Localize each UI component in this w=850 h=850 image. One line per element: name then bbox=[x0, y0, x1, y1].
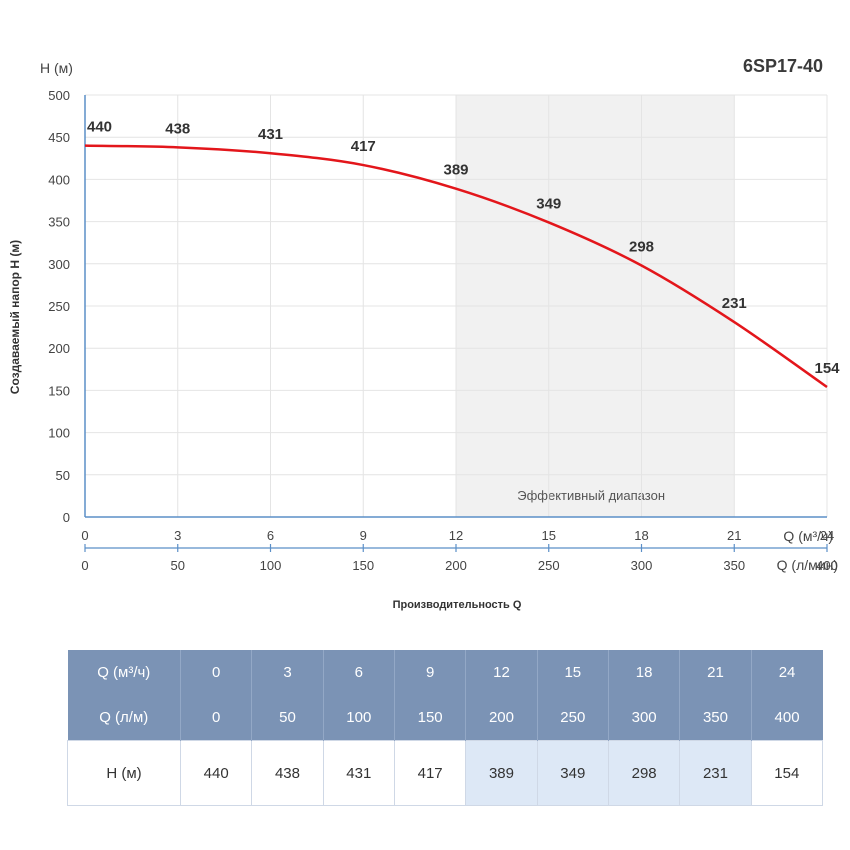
table-cell: 300 bbox=[608, 695, 681, 741]
data-label: 438 bbox=[165, 120, 190, 137]
y-tick-label: 0 bbox=[63, 510, 70, 525]
y-tick-label: 450 bbox=[48, 130, 70, 145]
table-cell: 15 bbox=[537, 650, 609, 695]
x-tick-label-secondary: 150 bbox=[352, 558, 374, 573]
table-cell: 431 bbox=[322, 740, 395, 806]
data-label: 417 bbox=[351, 138, 376, 155]
x-tick-label-secondary: 350 bbox=[723, 558, 745, 573]
y-tick-label: 350 bbox=[48, 215, 70, 230]
table-cell: 438 bbox=[251, 740, 324, 806]
y-tick-label: 150 bbox=[48, 383, 70, 398]
table-cell: 231 bbox=[679, 740, 752, 806]
table-row: Q (л/м) 0 50 100 150 200 250 300 350 400 bbox=[67, 695, 823, 741]
y-tick-label: 300 bbox=[48, 257, 70, 272]
table-cell: 349 bbox=[536, 740, 609, 806]
x-tick-label-primary: 12 bbox=[449, 528, 463, 543]
y-tick-label: 250 bbox=[48, 299, 70, 314]
chart-title: 6SP17-40 bbox=[743, 56, 823, 76]
table-row: H (м) 440 438 431 417 389 349 298 231 154 bbox=[67, 740, 824, 806]
table-cell: 154 bbox=[750, 740, 824, 806]
x-axis-unit-primary: Q (м³/ч) bbox=[783, 528, 833, 544]
table-cell: 350 bbox=[679, 695, 752, 741]
efficient-range-label: Эффективный диапазон bbox=[517, 488, 665, 503]
x-tick-label-secondary: 200 bbox=[445, 558, 467, 573]
table-cell: 150 bbox=[394, 695, 467, 741]
x-tick-label-primary: 6 bbox=[267, 528, 274, 543]
data-label: 349 bbox=[536, 195, 561, 212]
pump-curve-chart: Эффективный диапазон 0501001502002503003… bbox=[8, 56, 840, 611]
table-cell: 6 bbox=[323, 650, 395, 695]
table-cell: 389 bbox=[465, 740, 538, 806]
table-row-label: Q (л/м) bbox=[67, 695, 181, 741]
x-tick-label-secondary: 50 bbox=[171, 558, 185, 573]
data-label: 389 bbox=[443, 162, 468, 179]
y-tick-label: 50 bbox=[56, 468, 70, 483]
table-cell: 50 bbox=[251, 695, 324, 741]
y-tick-label: 200 bbox=[48, 341, 70, 356]
head-curve-line bbox=[84, 144, 828, 389]
table-cell: 0 bbox=[180, 650, 253, 695]
x-tick-label-primary: 3 bbox=[174, 528, 181, 543]
x-tick-label-secondary: 0 bbox=[81, 558, 88, 573]
table-cell: 440 bbox=[179, 740, 253, 806]
table-cell: 400 bbox=[751, 695, 823, 741]
x-axis-unit-secondary: Q (л/мин) bbox=[777, 557, 838, 573]
data-label: 440 bbox=[87, 119, 112, 136]
table-cell: 9 bbox=[394, 650, 467, 695]
x-tick-label-secondary: 400 bbox=[816, 558, 838, 573]
table-cell: 250 bbox=[537, 695, 609, 741]
table-row: Q (м³/ч) 0 3 6 9 12 15 18 21 24 bbox=[67, 650, 823, 695]
x-tick-label-primary: 15 bbox=[542, 528, 556, 543]
data-label: 231 bbox=[722, 295, 747, 312]
data-label: 431 bbox=[258, 126, 283, 143]
table-cell: 21 bbox=[679, 650, 752, 695]
table-row-label: Q (м³/ч) bbox=[67, 650, 181, 695]
x-tick-label-primary: 24 bbox=[820, 528, 834, 543]
x-axis-label: Производительность Q bbox=[393, 599, 522, 611]
x-tick-label-primary: 9 bbox=[360, 528, 367, 543]
y-axis-label: Создаваемый напор H (м) bbox=[8, 240, 22, 394]
y-tick-label: 500 bbox=[48, 88, 70, 103]
x-tick-label-primary: 18 bbox=[634, 528, 648, 543]
table-cell: 3 bbox=[251, 650, 324, 695]
data-label: 154 bbox=[814, 360, 840, 377]
table-cell: 0 bbox=[180, 695, 253, 741]
data-label: 298 bbox=[629, 238, 654, 255]
table-cell: 298 bbox=[607, 740, 681, 806]
x-tick-label-secondary: 100 bbox=[260, 558, 282, 573]
table-row-label: H (м) bbox=[67, 740, 181, 806]
table-cell: 24 bbox=[751, 650, 823, 695]
y-tick-label: 400 bbox=[48, 172, 70, 187]
table-cell: 12 bbox=[465, 650, 538, 695]
x-tick-label-primary: 0 bbox=[81, 528, 88, 543]
x-tick-label-secondary: 300 bbox=[631, 558, 653, 573]
performance-table: Q (м³/ч) 0 3 6 9 12 15 18 21 24 Q (л/м) 0 50 100 150 20… bbox=[67, 650, 824, 806]
table-cell: 200 bbox=[465, 695, 538, 741]
y-tick-label: 100 bbox=[48, 426, 70, 441]
x-tick-label-secondary: 250 bbox=[538, 558, 560, 573]
table-cell: 100 bbox=[323, 695, 395, 741]
x-tick-label-primary: 21 bbox=[727, 528, 741, 543]
table-cell: 18 bbox=[608, 650, 681, 695]
y-axis-unit: H (м) bbox=[40, 60, 73, 76]
table-cell: 417 bbox=[393, 740, 467, 806]
